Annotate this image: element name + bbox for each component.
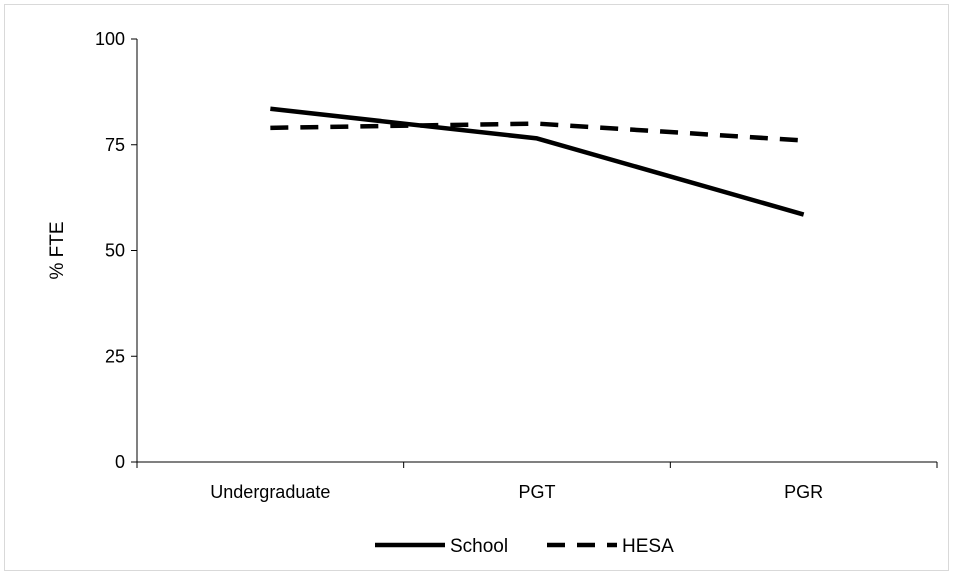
legend-label-hesa: HESA [622, 536, 674, 557]
y-axis-title: % FTE [47, 221, 68, 279]
axes [136, 39, 937, 463]
x-tick-label: PGT [518, 482, 555, 502]
series-lines [270, 106, 805, 217]
legend-label-school: School [450, 536, 508, 557]
line-chart: 0 25 50 75 100 Undergraduate PGT PGR % FTE Sch… [47, 29, 938, 557]
y-tick-label: 50 [105, 241, 125, 261]
y-tick-label: 100 [95, 29, 125, 49]
y-axis-ticks: 0 25 50 75 100 [95, 29, 137, 472]
chart-frame: 0 25 50 75 100 Undergraduate PGT PGR % FTE Sch… [4, 4, 949, 571]
y-tick-label: 0 [115, 452, 125, 472]
x-tick-label: PGR [784, 482, 823, 502]
legend: School HESA [375, 536, 674, 557]
x-axis-ticks: Undergraduate PGT PGR [136, 462, 938, 502]
x-tick-label: Undergraduate [210, 482, 330, 502]
series-line-school [270, 106, 805, 217]
y-tick-label: 75 [105, 135, 125, 155]
y-tick-label: 25 [105, 346, 125, 366]
